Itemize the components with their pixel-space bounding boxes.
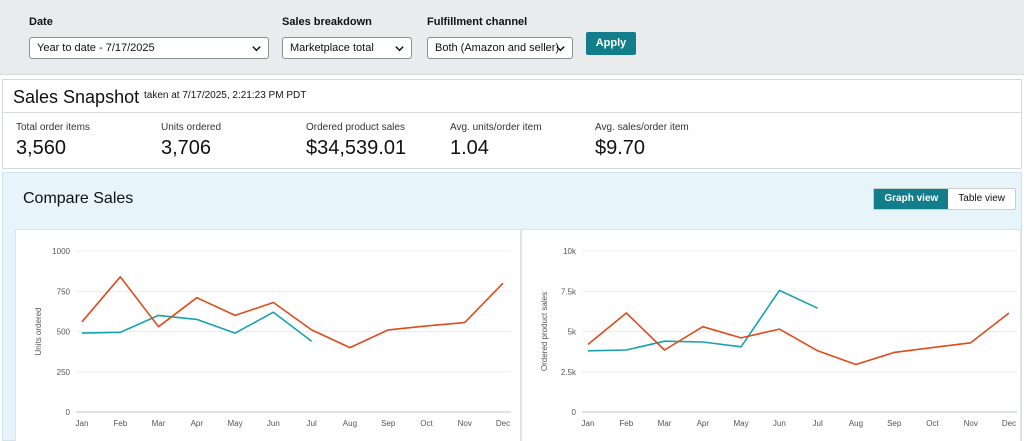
series-line-0 xyxy=(81,311,313,342)
x-tick-label: May xyxy=(228,419,243,428)
x-tick-label: Feb xyxy=(113,419,127,428)
x-tick-label: Jun xyxy=(773,419,786,428)
x-tick-label: Jan xyxy=(582,419,595,428)
x-tick-label: Aug xyxy=(343,419,357,428)
units-ordered-chart: 0 250 500 750 1000 Jan Feb Mar Apr May Jun Jul Aug Se… xyxy=(34,247,511,428)
x-tick-label: May xyxy=(734,419,749,428)
date-select[interactable]: Year to date - 7/17/2025 xyxy=(29,37,269,59)
filter-bar: Date Year to date - 7/17/2025 Sales brea… xyxy=(0,0,1024,75)
metric-label: Units ordered xyxy=(161,122,222,133)
x-tick-label: Jul xyxy=(307,419,317,428)
date-filter: Date Year to date - 7/17/2025 xyxy=(29,16,269,59)
date-filter-label: Date xyxy=(29,16,53,28)
x-tick-label: Mar xyxy=(152,419,166,428)
chevron-down-icon xyxy=(395,46,404,52)
metric-avg-sales-per-order-item: Avg. sales/order item $9.70 xyxy=(595,121,689,160)
date-select-value: Year to date - 7/17/2025 xyxy=(37,42,155,54)
x-tick-label: Oct xyxy=(926,419,939,428)
metric-label: Avg. sales/order item xyxy=(595,122,689,133)
fulfillment-filter-label: Fulfillment channel xyxy=(427,16,528,28)
x-tick-label: Sep xyxy=(887,419,902,428)
x-tick-label: Apr xyxy=(191,419,204,428)
metric-ordered-product-sales: Ordered product sales $34,539.01 xyxy=(306,121,406,160)
fulfillment-filter: Fulfillment channel Both (Amazon and sel… xyxy=(427,16,573,59)
metric-units-ordered: Units ordered 3,706 xyxy=(161,121,221,160)
y-tick-label: 2.5k xyxy=(561,368,577,377)
fulfillment-select-value: Both (Amazon and seller) xyxy=(435,42,560,54)
compare-sales-title: Compare Sales xyxy=(23,190,134,207)
snapshot-timestamp: taken at 7/17/2025, 2:21:23 PM PDT xyxy=(144,90,307,101)
units-ordered-chart-panel: 0 250 500 750 1000 Jan Feb Mar Apr May Jun Jul Aug Se… xyxy=(15,229,521,441)
y-axis-label: Ordered product sales xyxy=(540,292,549,371)
breakdown-select[interactable]: Marketplace total xyxy=(282,37,412,59)
breakdown-filter-label: Sales breakdown xyxy=(282,16,372,28)
x-tick-label: Jan xyxy=(76,419,89,428)
series-line-1 xyxy=(587,312,1010,366)
x-tick-label: Aug xyxy=(849,419,863,428)
breakdown-select-value: Marketplace total xyxy=(290,42,374,54)
ordered-product-sales-chart-panel: 0 2.5k 5k 7.5k 10k Jan Feb Mar Apr May Jun Jul Aug Se… xyxy=(521,229,1021,441)
metric-label: Avg. units/order item xyxy=(450,122,542,133)
view-toggle: Graph view Table view xyxy=(873,188,1016,210)
graph-view-button[interactable]: Graph view xyxy=(874,189,949,209)
x-tick-label: Nov xyxy=(458,419,472,428)
x-tick-label: Dec xyxy=(496,419,510,428)
compare-sales-section: Compare Sales Graph view Table view 0 250… xyxy=(2,172,1022,441)
chevron-down-icon xyxy=(252,46,261,52)
x-tick-label: Jul xyxy=(813,419,823,428)
y-tick-label: 0 xyxy=(572,408,577,417)
x-tick-label: Oct xyxy=(420,419,433,428)
x-tick-label: Jun xyxy=(267,419,280,428)
series-line-0 xyxy=(587,289,818,352)
y-tick-label: 250 xyxy=(57,368,71,377)
metric-value: $9.70 xyxy=(595,137,646,159)
fulfillment-select[interactable]: Both (Amazon and seller) xyxy=(427,37,573,59)
y-axis-label: Units ordered xyxy=(34,307,43,355)
y-tick-label: 1000 xyxy=(52,247,70,256)
table-view-button[interactable]: Table view xyxy=(958,193,1005,204)
x-tick-label: Apr xyxy=(697,419,710,428)
x-tick-label: Dec xyxy=(1002,419,1016,428)
metric-value: $34,539.01 xyxy=(306,137,407,159)
snapshot-title: Sales Snapshot xyxy=(13,87,140,107)
metric-value: 3,560 xyxy=(16,137,67,159)
ordered-product-sales-chart: 0 2.5k 5k 7.5k 10k Jan Feb Mar Apr May Jun Jul Aug Se… xyxy=(540,247,1017,428)
metric-label: Ordered product sales xyxy=(306,122,405,133)
apply-button[interactable]: Apply xyxy=(586,32,636,55)
metric-avg-units-per-order-item: Avg. units/order item 1.04 xyxy=(450,121,542,160)
breakdown-filter: Sales breakdown Marketplace total xyxy=(282,16,412,59)
sales-snapshot-header: Sales Snapshot taken at 7/17/2025, 2:21:… xyxy=(2,79,1022,113)
metric-value: 3,706 xyxy=(161,137,212,159)
metric-value: 1.04 xyxy=(450,137,489,159)
y-tick-label: 5k xyxy=(568,328,577,337)
y-tick-label: 7.5k xyxy=(561,287,577,296)
y-tick-label: 750 xyxy=(57,287,71,296)
series-line-1 xyxy=(81,275,504,349)
snapshot-metrics: Total order items 3,560 Units ordered 3,… xyxy=(2,113,1022,169)
x-tick-label: Sep xyxy=(381,419,396,428)
y-tick-label: 10k xyxy=(563,247,577,256)
x-tick-label: Mar xyxy=(658,419,672,428)
metric-total-order-items: Total order items 3,560 xyxy=(16,121,90,160)
x-tick-label: Feb xyxy=(619,419,633,428)
x-tick-label: Nov xyxy=(964,419,978,428)
y-tick-label: 500 xyxy=(57,328,71,337)
chevron-down-icon xyxy=(556,46,565,52)
metric-label: Total order items xyxy=(16,122,90,133)
y-tick-label: 0 xyxy=(66,408,71,417)
